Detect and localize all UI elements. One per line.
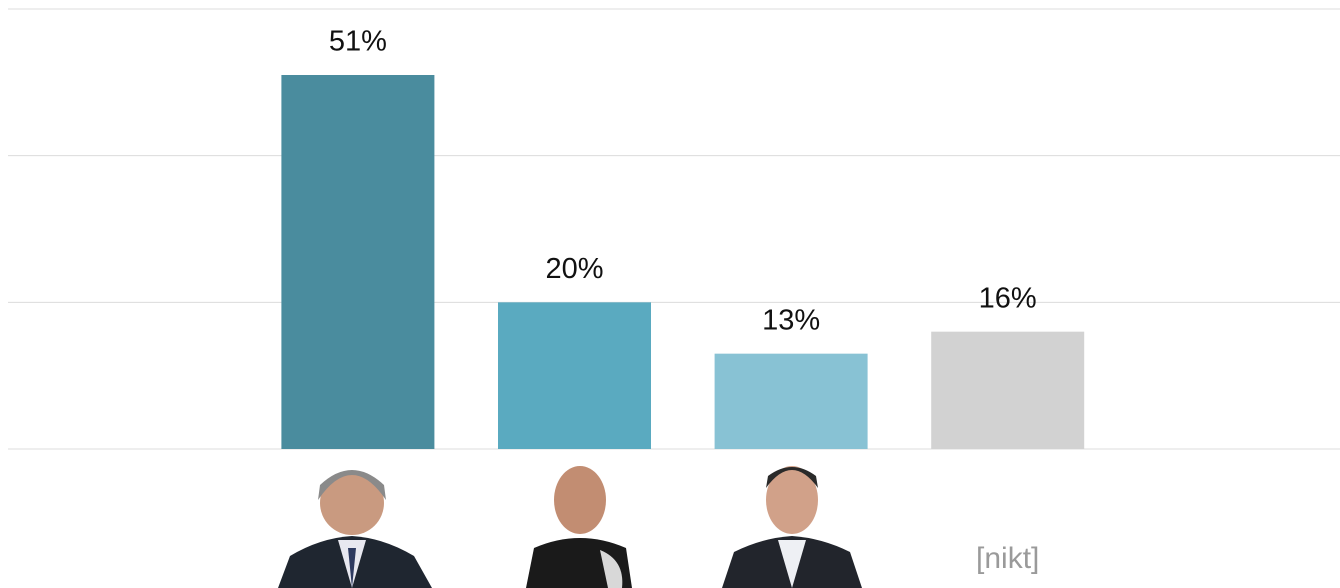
bar <box>714 353 868 449</box>
bar <box>281 75 435 449</box>
x-tick-label: [nikt] <box>976 542 1039 575</box>
value-label: 16% <box>979 282 1037 314</box>
portrait <box>526 466 632 588</box>
value-label: 51% <box>329 26 387 58</box>
portrait <box>278 470 432 588</box>
plot: 51% 20% 13% 16% [nikt] <box>8 8 1340 575</box>
bar <box>931 331 1085 449</box>
portrait <box>722 466 862 588</box>
bar <box>498 302 651 449</box>
value-label: 20% <box>545 253 603 285</box>
value-label: 13% <box>762 304 820 336</box>
